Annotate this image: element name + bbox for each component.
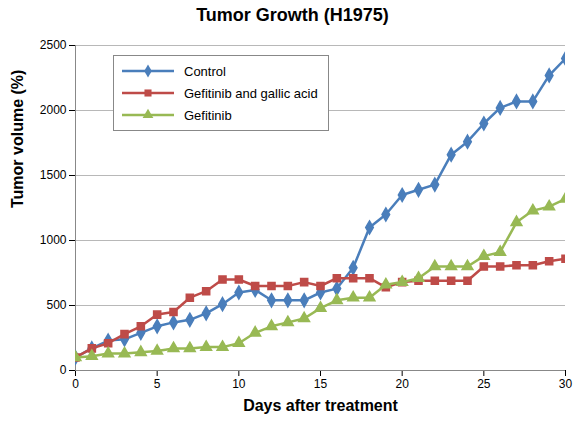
- svg-text:5: 5: [154, 377, 161, 391]
- svg-text:Days after treatment: Days after treatment: [243, 397, 398, 414]
- html-text:Tumor Growth (H1975): Tumor Growth (H1975): [196, 5, 389, 25]
- svg-text:1000: 1000: [40, 233, 67, 247]
- svg-text:10: 10: [232, 377, 246, 391]
- svg-text:30: 30: [559, 377, 573, 391]
- svg-text:0: 0: [60, 363, 67, 377]
- svg-text:15: 15: [314, 377, 328, 391]
- svg-text:500: 500: [46, 298, 66, 312]
- svg-text:2000: 2000: [40, 103, 67, 117]
- html-text:Gefitinib: Gefitinib: [184, 107, 232, 123]
- svg-text:0: 0: [72, 377, 79, 391]
- html-text:Control: Control: [184, 63, 226, 79]
- svg-text:2500: 2500: [40, 38, 67, 52]
- svg-text:25: 25: [477, 377, 491, 391]
- svg-text:20: 20: [395, 377, 409, 391]
- html-text:Gefitinib and gallic acid: Gefitinib and gallic acid: [184, 85, 318, 101]
- svg-text:1500: 1500: [40, 168, 67, 182]
- svg-text:Tumor volume (%): Tumor volume (%): [9, 70, 26, 208]
